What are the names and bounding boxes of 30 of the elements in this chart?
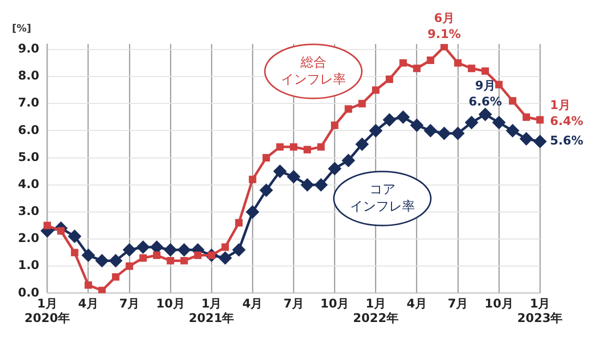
data-label: 9月 6.6% xyxy=(468,78,502,109)
y-tick-label: 3.0 xyxy=(18,204,40,218)
y-tick-label: 1.0 xyxy=(18,258,40,272)
x-tick-label: 7月 xyxy=(283,296,304,311)
data-label: 5.6% xyxy=(550,134,584,148)
y-tick-label: 5.0 xyxy=(18,150,40,164)
y-tick-label: 4.0 xyxy=(18,176,40,191)
y-tick-label: 6.0 xyxy=(18,122,40,137)
data-label: 6月 9.1% xyxy=(428,10,461,41)
x-tick-label: 1月 2022年 xyxy=(353,296,398,325)
x-tick-label: 4月 xyxy=(406,296,427,311)
x-tick-label: 10月 xyxy=(156,296,185,311)
x-tick-label: 4月 xyxy=(242,296,263,311)
x-tick-label: 10月 xyxy=(484,296,514,311)
y-tick-label: 7.0 xyxy=(18,96,40,110)
y-tick-label: 9.0 xyxy=(18,42,40,56)
x-tick-label: 7月 xyxy=(119,296,140,311)
x-tick-label: 4月 xyxy=(78,296,98,311)
y-tick-label: 2.0 xyxy=(18,231,40,246)
x-tick-label: 1月 2021年 xyxy=(188,296,234,325)
x-tick-label: 1月 2023年 xyxy=(517,296,563,325)
x-tick-label: 7月 xyxy=(448,296,468,311)
data-label: 1月 6.4% xyxy=(550,98,584,128)
series-label: コアインフレ率 xyxy=(350,182,415,214)
y-tick-label: 0.0 xyxy=(18,285,40,300)
x-tick-label: 10月 xyxy=(320,296,350,311)
x-tick-label: 1月 2020年 xyxy=(24,296,70,325)
y-tick-label: 8.0 xyxy=(18,68,40,83)
series-label: 総合インフレ率 xyxy=(280,55,346,88)
y-axis-title: [%] xyxy=(12,24,32,35)
